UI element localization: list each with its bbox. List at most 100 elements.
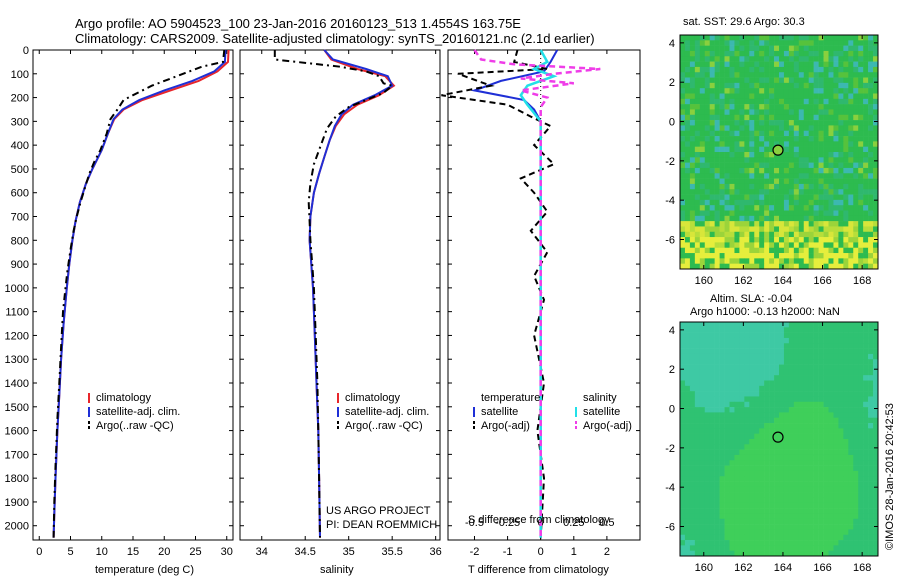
- map-cell: [769, 364, 775, 371]
- map-cell: [873, 454, 879, 461]
- map-cell: [759, 524, 765, 530]
- map-cell: [798, 524, 805, 530]
- map-cell: [853, 423, 859, 429]
- map-cell: [868, 540, 874, 546]
- map-cell: [729, 77, 735, 84]
- map-cell: [798, 322, 805, 328]
- map-cell: [729, 407, 735, 413]
- map-cell: [724, 162, 730, 169]
- map-cell: [739, 66, 745, 73]
- map-cell: [828, 481, 834, 488]
- map-cell: [843, 35, 849, 41]
- map-cell: [798, 380, 805, 387]
- map-cell: [833, 439, 839, 445]
- map-cell: [779, 423, 785, 429]
- map-cell: [788, 98, 795, 105]
- map-cell: [818, 205, 824, 211]
- map-cell: [788, 61, 795, 68]
- map-cell: [793, 364, 800, 371]
- map-cell: [783, 35, 790, 41]
- map-cell: [699, 215, 706, 222]
- map-cell: [779, 375, 785, 381]
- map-cell: [699, 497, 706, 504]
- map-cell: [694, 502, 701, 509]
- map-cell: [793, 88, 800, 94]
- ytick-label: 1100: [5, 307, 29, 319]
- map-cell: [868, 417, 874, 424]
- map-cell: [724, 524, 730, 530]
- map-cell: [858, 518, 864, 525]
- map-cell: [759, 518, 765, 525]
- map-cell: [774, 534, 780, 541]
- map-cell: [873, 332, 879, 339]
- map-cell: [749, 412, 755, 419]
- map-cell: [853, 449, 859, 456]
- map-cell: [808, 486, 814, 493]
- map-cell: [808, 226, 814, 233]
- map-cell: [783, 141, 790, 147]
- map-cell: [749, 454, 755, 461]
- map-cell: [734, 348, 740, 355]
- map-cell: [779, 210, 785, 217]
- map-cell: [868, 45, 874, 52]
- map-cell: [749, 465, 755, 472]
- map-cell: [818, 343, 824, 349]
- map-cell: [783, 513, 790, 520]
- map-cell: [798, 194, 805, 201]
- map-cell: [694, 61, 701, 68]
- map-cell: [779, 56, 785, 62]
- map-cell: [774, 167, 780, 174]
- map-cell: [734, 66, 740, 73]
- map-cell: [823, 253, 829, 259]
- map-cell: [873, 428, 879, 434]
- map-cell: [769, 322, 775, 328]
- map-cell: [724, 253, 730, 259]
- map-cell: [694, 130, 701, 137]
- map-cell: [709, 433, 715, 440]
- map-cell: [868, 66, 874, 73]
- map-cell: [803, 337, 809, 344]
- map-cell: [858, 173, 864, 179]
- map-cell: [808, 454, 814, 461]
- map-cell: [680, 332, 686, 339]
- map-cell: [764, 93, 770, 100]
- salinity-xlabel: salinity: [320, 564, 354, 576]
- map-cell: [714, 226, 720, 233]
- map-ytick-label: 2: [669, 364, 675, 376]
- map-cell: [833, 237, 839, 243]
- map-cell: [739, 407, 745, 413]
- map-cell: [680, 56, 686, 62]
- map-cell: [734, 497, 740, 504]
- map-cell: [754, 513, 760, 520]
- map-cell: [719, 114, 725, 121]
- map-cell: [828, 465, 834, 472]
- map-cell: [724, 327, 730, 333]
- map-cell: [699, 481, 706, 488]
- map-cell: [709, 332, 715, 339]
- map-cell: [749, 428, 755, 434]
- map-cell: [793, 50, 800, 57]
- map-cell: [848, 332, 854, 339]
- map-cell: [803, 375, 809, 381]
- map-cell: [853, 35, 859, 41]
- map-cell: [719, 45, 725, 52]
- map-cell: [858, 508, 864, 514]
- map-cell: [783, 497, 790, 504]
- map-cell: [689, 508, 696, 514]
- map-cell: [823, 152, 829, 158]
- map-cell: [788, 492, 795, 498]
- map-cell: [739, 104, 745, 110]
- map-cell: [783, 524, 790, 530]
- map-cell: [818, 407, 824, 413]
- map-cell: [739, 40, 745, 46]
- map-cell: [828, 518, 834, 525]
- map-cell: [764, 136, 770, 142]
- map-cell: [798, 157, 805, 163]
- map-cell: [769, 524, 775, 530]
- map-cell: [873, 343, 879, 349]
- map-cell: [699, 61, 706, 68]
- map-cell: [744, 263, 750, 270]
- map-cell: [764, 534, 770, 541]
- map-cell: [754, 417, 760, 424]
